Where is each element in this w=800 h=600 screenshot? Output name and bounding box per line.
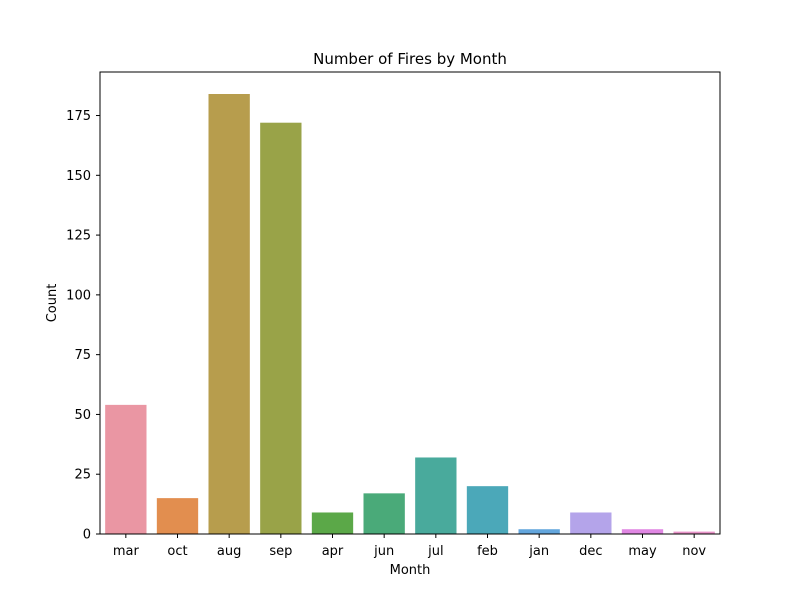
- bar-apr: [311, 512, 354, 534]
- plot-frame: [99, 71, 721, 535]
- y-tick-label: 0: [83, 528, 91, 543]
- x-tick-label: jun: [373, 544, 394, 559]
- y-axis-ticks: 0 25 50 75 100 125 150 175: [66, 109, 100, 543]
- x-tick-label: dec: [579, 544, 602, 559]
- y-tick-label: 125: [66, 229, 91, 244]
- x-axis-label: Month: [390, 563, 431, 578]
- x-tick-label: apr: [322, 544, 344, 559]
- x-tick-label: nov: [682, 544, 706, 559]
- x-tick-label: may: [628, 544, 657, 559]
- y-tick-label: 100: [66, 288, 91, 303]
- bar-may: [621, 529, 664, 534]
- bar-oct: [156, 498, 199, 534]
- x-axis-ticks: mar oct aug sep apr jun jul feb jan dec may nov: [113, 534, 706, 559]
- bar-sep: [260, 122, 302, 534]
- x-tick-label: oct: [167, 544, 187, 559]
- x-tick-label: jul: [427, 544, 443, 559]
- x-tick-label: sep: [269, 544, 292, 559]
- x-tick-label: feb: [477, 544, 498, 559]
- y-tick-label: 25: [74, 468, 91, 483]
- bar-nov: [673, 531, 715, 534]
- y-tick-label: 50: [74, 408, 91, 423]
- y-tick-label: 150: [66, 169, 91, 184]
- bar-feb: [466, 486, 509, 534]
- y-tick-label: 175: [66, 109, 91, 124]
- bar-jun: [363, 493, 405, 534]
- bar-dec: [570, 512, 612, 534]
- bar-mar: [105, 404, 147, 534]
- chart-title: Number of Fires by Month: [313, 50, 507, 68]
- bar-aug: [208, 94, 250, 534]
- bar-jul: [415, 457, 457, 534]
- x-tick-label: jan: [528, 544, 549, 559]
- bar-jan: [518, 529, 560, 534]
- y-tick-label: 75: [74, 348, 91, 363]
- y-axis-label: Count: [45, 284, 60, 323]
- x-tick-label: aug: [217, 544, 241, 559]
- x-tick-label: mar: [113, 544, 140, 559]
- bars-group: [105, 94, 715, 534]
